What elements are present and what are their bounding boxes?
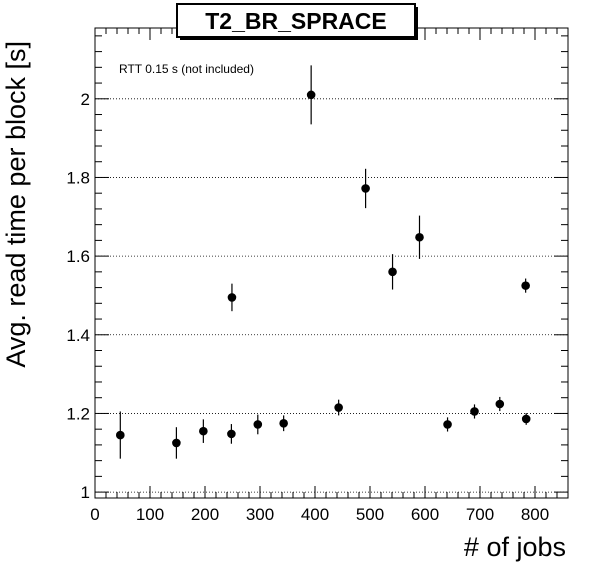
data-point-0 [116,411,125,459]
marker [443,420,452,429]
data-point-9 [361,168,370,209]
title-box [176,3,416,38]
marker [361,184,370,193]
data-point-5 [253,414,263,435]
data-point-2 [199,419,208,443]
marker [199,426,208,436]
data-point-10 [388,254,397,290]
data-point-14 [495,396,505,412]
y-tick-label: 1.8 [66,168,90,187]
data-point-13 [470,404,479,419]
data-point-3 [227,424,236,444]
data-point-11 [415,215,424,259]
y-tick-label: 2 [81,90,90,109]
marker [172,438,181,448]
data-point-8 [334,399,343,416]
data-point-4 [227,283,237,312]
data-points [116,65,531,459]
x-tick-label: 0 [90,505,99,524]
y-tick-label: 1 [81,483,90,502]
data-point-15 [521,278,530,293]
annotation-rtt: RTT 0.15 s (not included) [119,62,254,76]
marker [227,293,237,302]
marker [470,407,479,416]
y-tick-label: 1.2 [66,404,90,423]
marker [334,403,343,412]
marker [521,281,530,290]
marker [306,90,316,100]
x-axis-label: # of jobs [464,532,566,562]
marker [521,414,531,424]
marker [253,420,263,429]
marker [279,418,288,428]
x-tick-label: 200 [191,505,219,524]
data-point-1 [172,427,181,459]
y-tick-label: 1.6 [66,247,90,266]
y-axis-label: Avg. read time per block [s] [1,41,31,368]
x-tick-label: 400 [301,505,329,524]
marker [227,429,236,439]
data-point-7 [306,65,316,125]
x-tick-label: 100 [136,505,164,524]
tick-labels: 0 100 200 300 400 500 600 700 800 1 1.2 1.4 1.6 1.8 2 [66,90,549,524]
marker [415,232,424,242]
marker [495,399,505,409]
marker [116,430,125,440]
x-tick-label: 600 [411,505,439,524]
x-tick-label: 800 [521,505,549,524]
data-point-16 [521,413,531,425]
y-tick-label: 1.4 [66,326,90,345]
grid [95,98,568,493]
data-point-6 [279,415,288,432]
marker [388,267,397,277]
x-tick-label: 500 [356,505,384,524]
x-tick-label: 300 [246,505,274,524]
chart-title: T2_BR_SPRACE [205,8,387,34]
data-point-12 [443,417,452,432]
x-tick-label: 700 [466,505,494,524]
